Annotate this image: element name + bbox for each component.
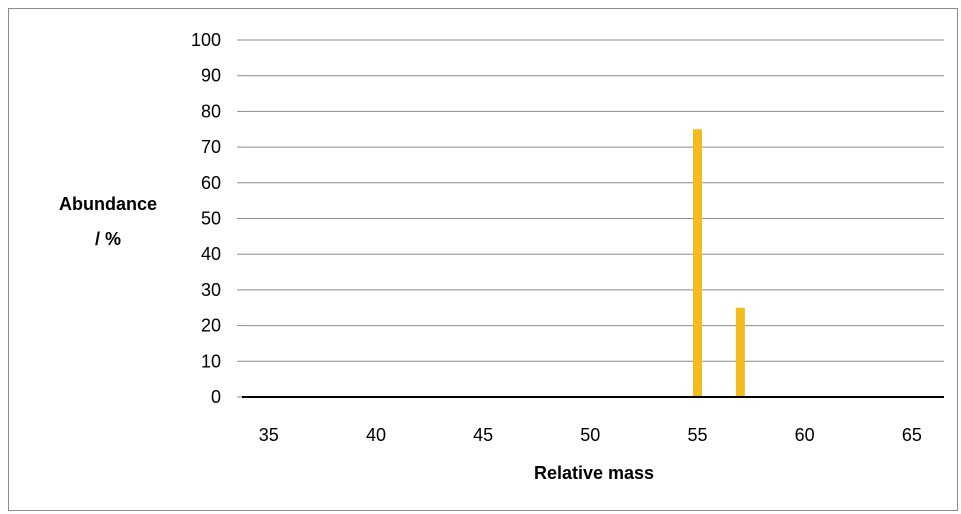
x-axis-title: Relative mass [534, 463, 654, 483]
y-axis-title-line-1: Abundance [59, 194, 157, 214]
x-tick-label-65: 65 [902, 425, 922, 445]
x-tick-label-35: 35 [259, 425, 279, 445]
y-tick-label-60: 60 [201, 173, 221, 193]
y-tick-labels: 0 10 20 30 40 50 60 70 80 90 100 [191, 30, 221, 407]
x-tick-labels: 35 40 45 50 55 60 65 [259, 425, 922, 445]
y-tick-label-40: 40 [201, 244, 221, 264]
x-tick-label-40: 40 [366, 425, 386, 445]
y-tick-label-10: 10 [201, 351, 221, 371]
y-axis-title-line-2: / % [95, 229, 121, 249]
x-tick-label-60: 60 [795, 425, 815, 445]
x-tick-label-55: 55 [687, 425, 707, 445]
y-tick-label-0: 0 [211, 387, 221, 407]
x-tick-label-45: 45 [473, 425, 493, 445]
y-tick-label-70: 70 [201, 137, 221, 157]
y-tick-label-90: 90 [201, 66, 221, 86]
gridlines [237, 39, 944, 398]
bar-mass-55 [692, 129, 702, 397]
y-tick-label-80: 80 [201, 101, 221, 121]
chart-frame [8, 8, 958, 511]
y-tick-label-100: 100 [191, 30, 221, 50]
y-tick-label-20: 20 [201, 316, 221, 336]
bars [692, 129, 745, 397]
y-tick-label-50: 50 [201, 209, 221, 229]
x-tick-label-50: 50 [580, 425, 600, 445]
y-tick-label-30: 30 [201, 280, 221, 300]
bar-mass-57 [735, 307, 745, 397]
